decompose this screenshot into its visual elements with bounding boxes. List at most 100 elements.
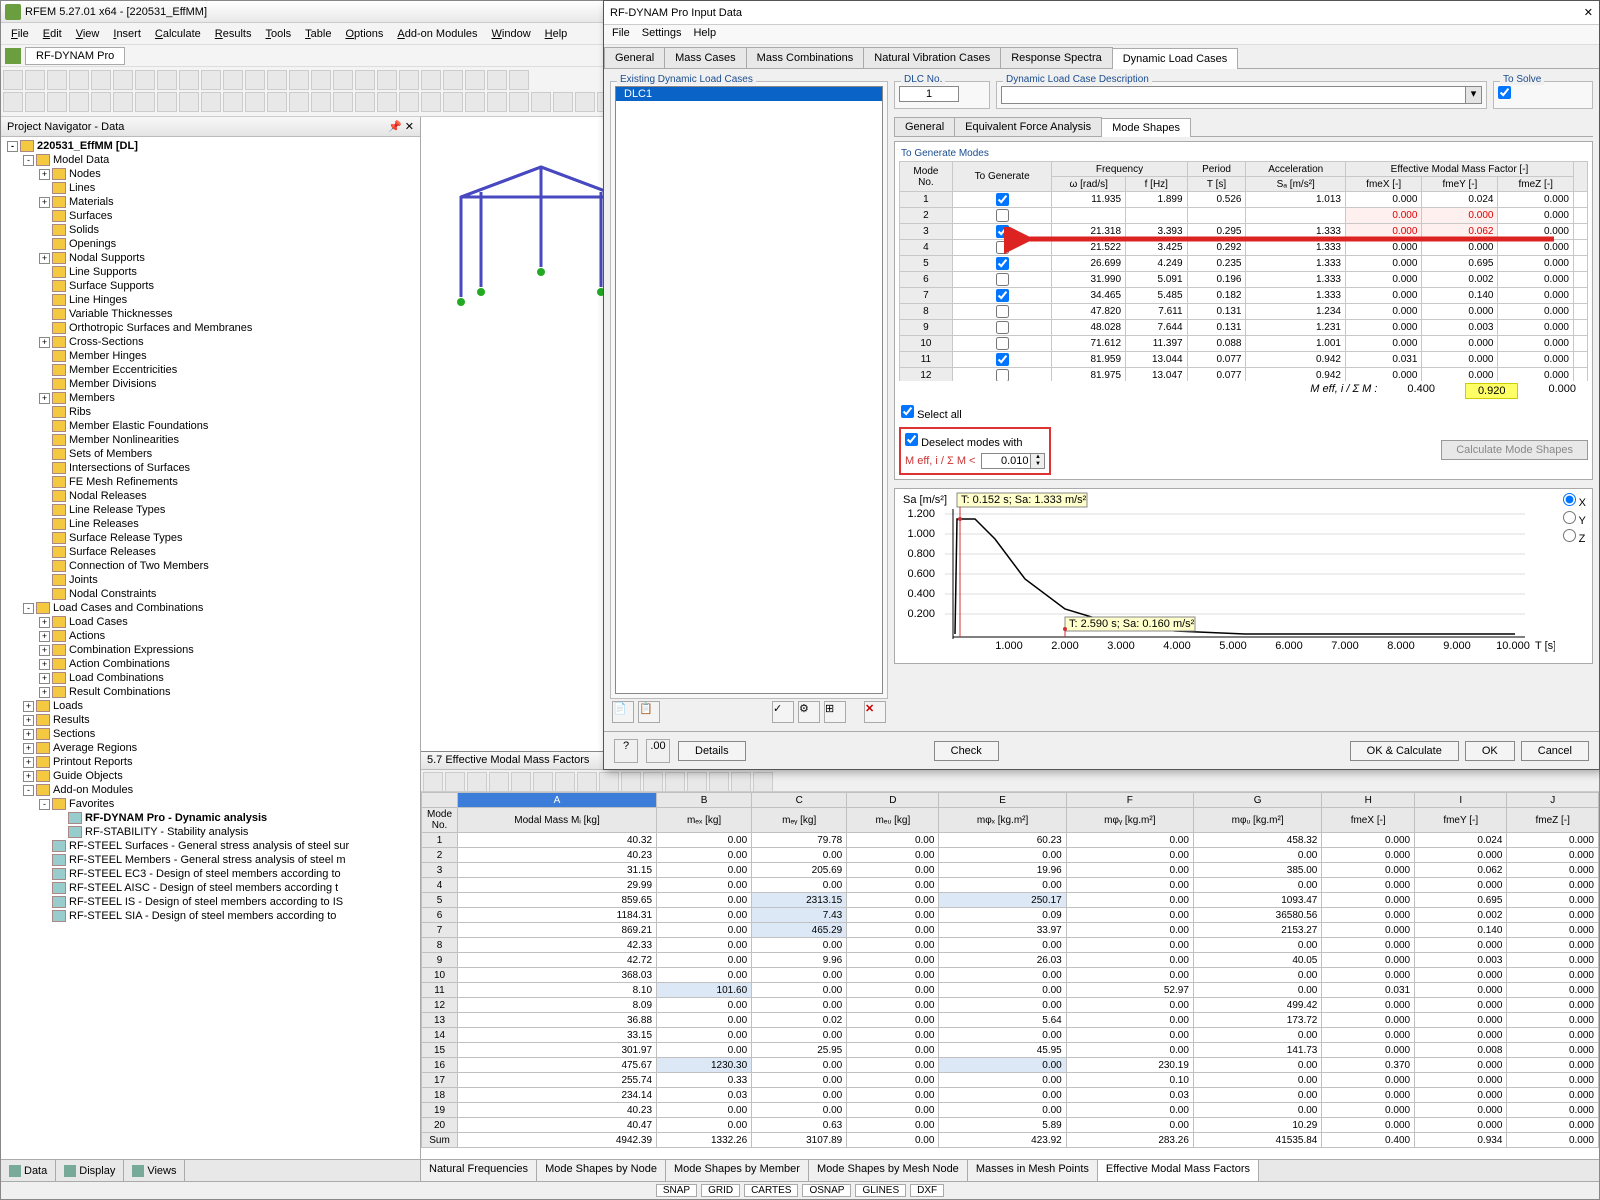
menu-calculate[interactable]: Calculate	[149, 26, 207, 42]
tree-item[interactable]: Ribs	[3, 405, 418, 419]
menu-view[interactable]: View	[70, 26, 106, 42]
status-grid[interactable]: GRID	[701, 1184, 740, 1197]
delete-dlc-button[interactable]: ✕	[864, 701, 886, 723]
menu-edit[interactable]: Edit	[37, 26, 68, 42]
tree-item[interactable]: Nodal Releases	[3, 489, 418, 503]
dialog-tab[interactable]: Response Spectra	[1000, 47, 1113, 68]
toolbar-button[interactable]	[553, 92, 573, 112]
toolbar-button[interactable]	[179, 70, 199, 90]
tree-item[interactable]: -Load Cases and Combinations	[3, 601, 418, 615]
table-tool-button[interactable]	[643, 772, 663, 792]
tree-item[interactable]: Joints	[3, 573, 418, 587]
dialog-menu-settings[interactable]: Settings	[642, 27, 682, 42]
tool-button[interactable]: ⚙	[798, 701, 820, 723]
tree-item[interactable]: -220531_EffMM [DL]	[3, 139, 418, 153]
toolbar-button[interactable]	[157, 92, 177, 112]
to-solve-checkbox[interactable]	[1498, 86, 1511, 99]
toolbar-button[interactable]	[223, 92, 243, 112]
axis-z-radio[interactable]: Z	[1563, 529, 1586, 545]
toolbar-button[interactable]	[311, 70, 331, 90]
toolbar-button[interactable]	[355, 70, 375, 90]
toolbar-button[interactable]	[135, 70, 155, 90]
toolbar-button[interactable]	[355, 92, 375, 112]
toolbar-button[interactable]	[399, 92, 419, 112]
status-glines[interactable]: GLINES	[855, 1184, 906, 1197]
menu-tools[interactable]: Tools	[259, 26, 297, 42]
dialog-menu-help[interactable]: Help	[693, 27, 716, 42]
tree-item[interactable]: Surface Release Types	[3, 531, 418, 545]
table-tool-button[interactable]	[731, 772, 751, 792]
toolbar-button[interactable]	[91, 70, 111, 90]
tree-item[interactable]: RF-STABILITY - Stability analysis	[3, 825, 418, 839]
status-cartes[interactable]: CARTES	[744, 1184, 798, 1197]
tree-item[interactable]: FE Mesh Refinements	[3, 475, 418, 489]
tree-item[interactable]: RF-STEEL SIA - Design of steel members a…	[3, 909, 418, 923]
tree-item[interactable]: +Loads	[3, 699, 418, 713]
status-osnap[interactable]: OSNAP	[802, 1184, 851, 1197]
axis-x-radio[interactable]: X	[1563, 493, 1586, 509]
ok-calculate-button[interactable]: OK & Calculate	[1350, 741, 1459, 761]
toolbar-button[interactable]	[69, 70, 89, 90]
check-button[interactable]: ✓	[772, 701, 794, 723]
tree-item[interactable]: RF-STEEL EC3 - Design of steel members a…	[3, 867, 418, 881]
navigator-tree[interactable]: -220531_EffMM [DL]-Model Data+NodesLines…	[1, 137, 420, 1159]
tree-item[interactable]: +Cross-Sections	[3, 335, 418, 349]
table-tool-button[interactable]	[599, 772, 619, 792]
toolbar-button[interactable]	[245, 92, 265, 112]
toolbar-button[interactable]	[113, 70, 133, 90]
toolbar-button[interactable]	[531, 92, 551, 112]
tree-item[interactable]: Orthotropic Surfaces and Membranes	[3, 321, 418, 335]
toolbar-button[interactable]	[509, 70, 529, 90]
new-dlc-button[interactable]: 📄	[612, 701, 634, 723]
results-grid[interactable]: ABCDEFGHIJMode No.Modal Mass Mᵢ [kg]mₑₓ …	[421, 792, 1599, 1159]
tree-item[interactable]: Surfaces	[3, 209, 418, 223]
toolbar-button[interactable]	[465, 70, 485, 90]
table-tool-button[interactable]	[467, 772, 487, 792]
toolbar-button[interactable]	[3, 92, 23, 112]
toolbar-button[interactable]	[245, 70, 265, 90]
pin-icon[interactable]: 📌 ✕	[388, 120, 414, 133]
dialog-tab[interactable]: Natural Vibration Cases	[863, 47, 1001, 68]
deselect-value-spinner[interactable]: ▲▼	[981, 453, 1045, 469]
toolbar-button[interactable]	[47, 70, 67, 90]
toolbar-button[interactable]	[25, 70, 45, 90]
result-tab[interactable]: Mode Shapes by Member	[666, 1160, 809, 1181]
toolbar-button[interactable]	[465, 92, 485, 112]
dialog-tab[interactable]: Mass Cases	[664, 47, 747, 68]
table-tool-button[interactable]	[445, 772, 465, 792]
toolbar-button[interactable]	[377, 70, 397, 90]
table-tool-button[interactable]	[753, 772, 773, 792]
menu-add-on modules[interactable]: Add-on Modules	[391, 26, 483, 42]
toolbar-button[interactable]	[377, 92, 397, 112]
toolbar-button[interactable]	[135, 92, 155, 112]
tree-item[interactable]: Sets of Members	[3, 447, 418, 461]
toolbar-button[interactable]	[443, 70, 463, 90]
tree-item[interactable]: Line Release Types	[3, 503, 418, 517]
status-snap[interactable]: SNAP	[656, 1184, 697, 1197]
tree-item[interactable]: Variable Thicknesses	[3, 307, 418, 321]
toolbar-button[interactable]	[289, 70, 309, 90]
toolbar-button[interactable]	[443, 92, 463, 112]
toolbar-button[interactable]	[267, 70, 287, 90]
nav-tab-display[interactable]: Display	[56, 1160, 124, 1181]
tree-item[interactable]: +Load Cases	[3, 615, 418, 629]
tree-item[interactable]: Line Releases	[3, 517, 418, 531]
tree-item[interactable]: +Average Regions	[3, 741, 418, 755]
tree-item[interactable]: RF-DYNAM Pro - Dynamic analysis	[3, 811, 418, 825]
cancel-button[interactable]: Cancel	[1521, 741, 1589, 761]
tree-item[interactable]: Lines	[3, 181, 418, 195]
ok-button[interactable]: OK	[1465, 741, 1515, 761]
tree-item[interactable]: Connection of Two Members	[3, 559, 418, 573]
status-dxf[interactable]: DXF	[910, 1184, 944, 1197]
tree-item[interactable]: Line Hinges	[3, 293, 418, 307]
tree-item[interactable]: Line Supports	[3, 265, 418, 279]
tree-item[interactable]: RF-STEEL Members - General stress analys…	[3, 853, 418, 867]
tree-item[interactable]: Surface Supports	[3, 279, 418, 293]
menu-insert[interactable]: Insert	[107, 26, 147, 42]
tree-item[interactable]: Member Divisions	[3, 377, 418, 391]
subtab[interactable]: Mode Shapes	[1101, 118, 1191, 137]
tree-item[interactable]: +Printout Reports	[3, 755, 418, 769]
tree-item[interactable]: Member Hinges	[3, 349, 418, 363]
table-tool-button[interactable]	[533, 772, 553, 792]
calculate-mode-shapes-button[interactable]: Calculate Mode Shapes	[1441, 440, 1588, 460]
